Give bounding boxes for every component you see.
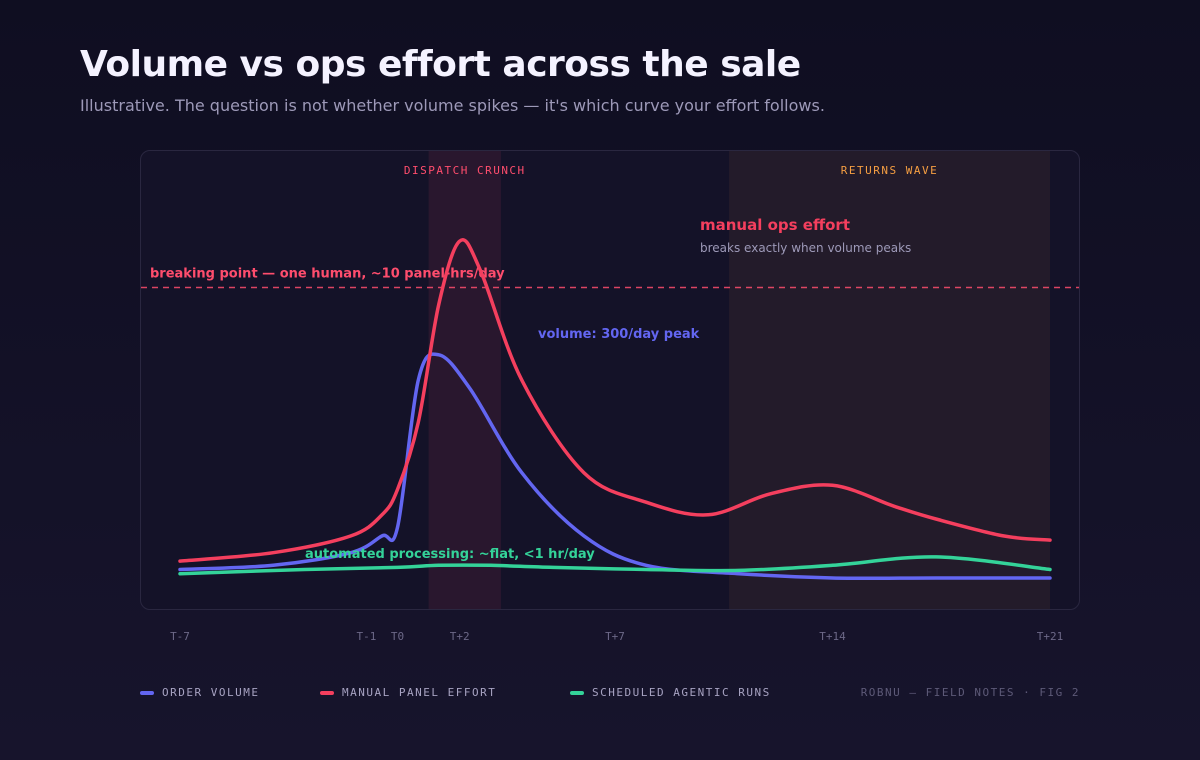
x-axis-ticks: T-7 T-1 T0 T+2 T+7 T+14 T+21 [170, 630, 1063, 643]
x-tick-t0: T0 [391, 630, 404, 643]
annotation-volume: volume: 300/day peak [538, 327, 700, 342]
legend-swatch-manual-panel-effort [320, 690, 334, 695]
legend: ORDER VOLUME MANUAL PANEL EFFORT SCHEDUL… [140, 686, 1080, 702]
x-tick-t-2: T+2 [450, 630, 470, 643]
annotation-manual-title: manual ops effort [700, 216, 850, 234]
series-line-manual-panel-effort [178, 238, 1052, 563]
legend-label-manual-panel-effort: MANUAL PANEL EFFORT [342, 686, 497, 699]
figure-credit: ROBNU — FIELD NOTES · FIG 2 [860, 686, 1080, 699]
x-tick-t-1: T-1 [356, 630, 376, 643]
annotation-automated: automated processing: ~flat, <1 hr/day [305, 547, 595, 562]
legend-item-order-volume: ORDER VOLUME [140, 686, 259, 699]
legend-item-manual-panel-effort: MANUAL PANEL EFFORT [320, 686, 496, 699]
band-label-returns-wave: RETURNS WAVE [841, 164, 938, 177]
threshold-layer: breaking point — one human, ~10 panel-hr… [141, 266, 1079, 289]
x-tick-t-21: T+21 [1037, 630, 1064, 643]
x-tick-t-7: T-7 [170, 630, 190, 643]
legend-label-scheduled-agentic-runs: SCHEDULED AGENTIC RUNS [592, 686, 771, 699]
chart-frame [140, 150, 1080, 610]
bands-layer: DISPATCH CRUNCH RETURNS WAVE [404, 151, 1050, 609]
annotation-manual-sub: breaks exactly when volume peaks [700, 241, 911, 255]
chart-title: Volume vs ops effort across the sale [80, 44, 801, 85]
legend-swatch-order-volume [140, 690, 154, 695]
series-line-order-volume [178, 352, 1052, 581]
series-line-scheduled-agentic-runs [178, 555, 1052, 576]
threshold-label: breaking point — one human, ~10 panel-hr… [150, 266, 505, 281]
legend-label-order-volume: ORDER VOLUME [162, 686, 260, 699]
x-tick-t-7: T+7 [605, 630, 625, 643]
legend-item-scheduled-agentic-runs: SCHEDULED AGENTIC RUNS [570, 686, 771, 699]
x-tick-t-14: T+14 [819, 630, 846, 643]
band-label-dispatch-crunch: DISPATCH CRUNCH [404, 164, 526, 177]
chart-subtitle: Illustrative. The question is not whethe… [80, 96, 825, 115]
band-returns-wave [729, 151, 1050, 609]
annotation-layer: volume: 300/day peak manual ops effort bre… [305, 216, 911, 562]
series-layer [178, 238, 1052, 581]
legend-swatch-scheduled-agentic-runs [570, 690, 584, 695]
